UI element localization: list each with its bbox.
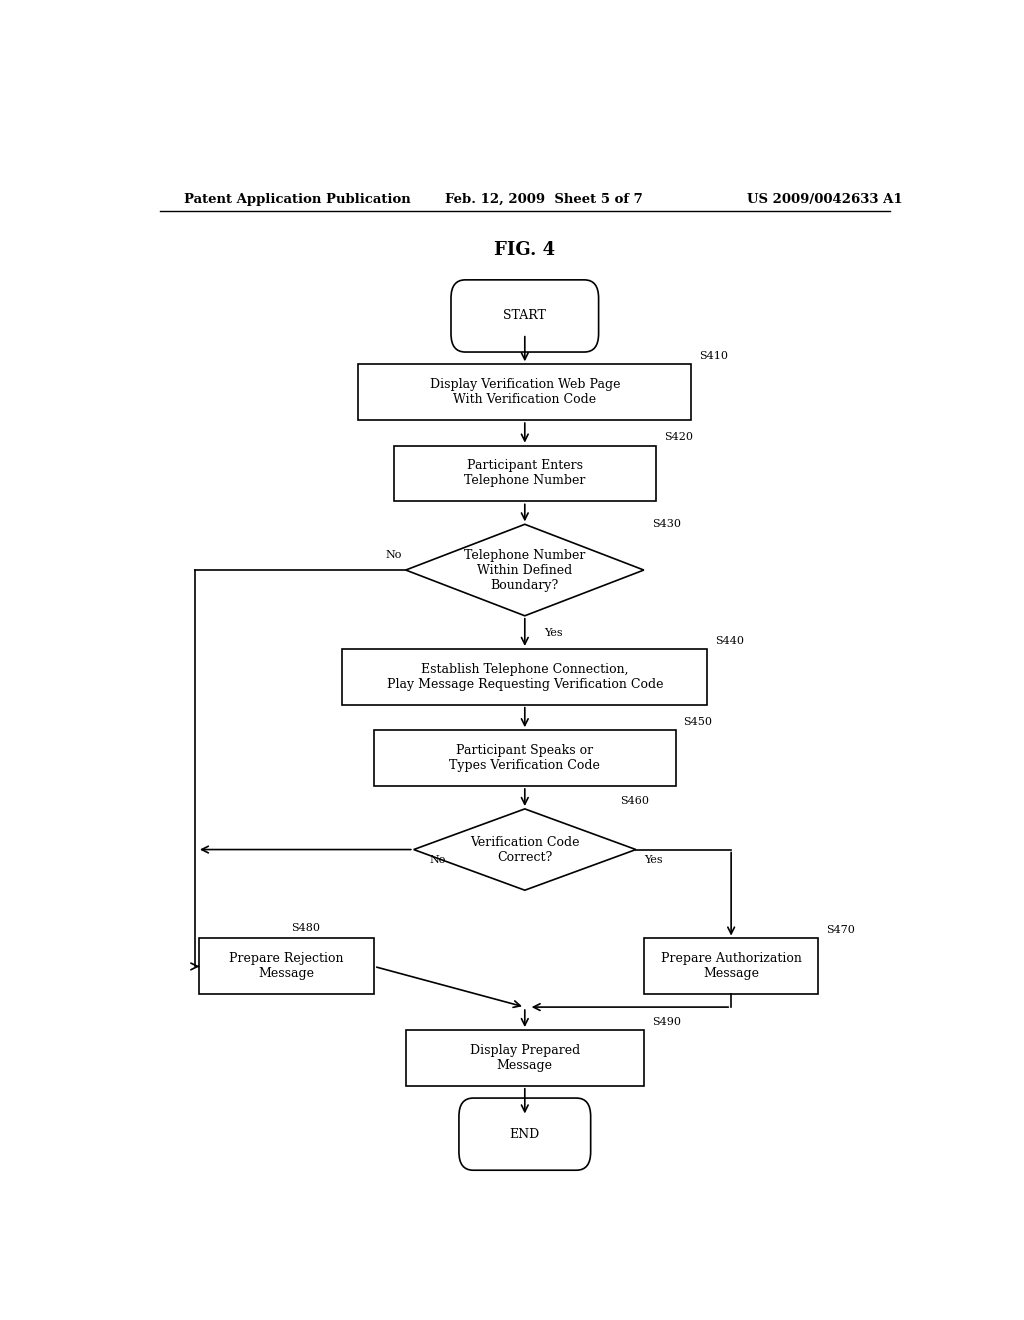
Text: Patent Application Publication: Patent Application Publication [183, 193, 411, 206]
Text: S470: S470 [826, 925, 855, 936]
Text: Display Prepared
Message: Display Prepared Message [470, 1044, 580, 1072]
Text: Verification Code
Correct?: Verification Code Correct? [470, 836, 580, 863]
Text: No: No [385, 550, 401, 560]
Text: Yes: Yes [545, 628, 563, 638]
Polygon shape [414, 809, 636, 890]
FancyBboxPatch shape [342, 649, 708, 705]
Text: S480: S480 [291, 924, 319, 933]
FancyBboxPatch shape [374, 730, 676, 785]
Text: Participant Speaks or
Types Verification Code: Participant Speaks or Types Verification… [450, 744, 600, 772]
Text: Telephone Number
Within Defined
Boundary?: Telephone Number Within Defined Boundary… [464, 549, 586, 591]
Text: END: END [510, 1127, 540, 1140]
Text: Display Verification Web Page
With Verification Code: Display Verification Web Page With Verif… [429, 378, 621, 407]
Text: US 2009/0042633 A1: US 2009/0042633 A1 [748, 193, 902, 206]
FancyBboxPatch shape [459, 1098, 591, 1171]
Text: Prepare Rejection
Message: Prepare Rejection Message [229, 953, 344, 981]
FancyBboxPatch shape [451, 280, 599, 352]
FancyBboxPatch shape [406, 1030, 644, 1086]
Text: Yes: Yes [644, 854, 663, 865]
Text: S490: S490 [652, 1016, 681, 1027]
FancyBboxPatch shape [644, 939, 818, 994]
FancyBboxPatch shape [358, 364, 691, 420]
Text: S420: S420 [664, 433, 692, 442]
Text: Feb. 12, 2009  Sheet 5 of 7: Feb. 12, 2009 Sheet 5 of 7 [445, 193, 643, 206]
Text: Participant Enters
Telephone Number: Participant Enters Telephone Number [464, 459, 586, 487]
FancyBboxPatch shape [394, 446, 655, 502]
Text: S440: S440 [715, 636, 744, 645]
Text: FIG. 4: FIG. 4 [495, 240, 555, 259]
FancyBboxPatch shape [200, 939, 374, 994]
Text: S450: S450 [684, 717, 713, 727]
Text: S460: S460 [620, 796, 649, 805]
Text: Establish Telephone Connection,
Play Message Requesting Verification Code: Establish Telephone Connection, Play Mes… [386, 663, 664, 690]
Polygon shape [406, 524, 644, 616]
Text: S430: S430 [652, 519, 681, 529]
Text: No: No [430, 854, 445, 865]
Text: S410: S410 [699, 351, 728, 362]
Text: Prepare Authorization
Message: Prepare Authorization Message [660, 953, 802, 981]
Text: START: START [504, 309, 546, 322]
